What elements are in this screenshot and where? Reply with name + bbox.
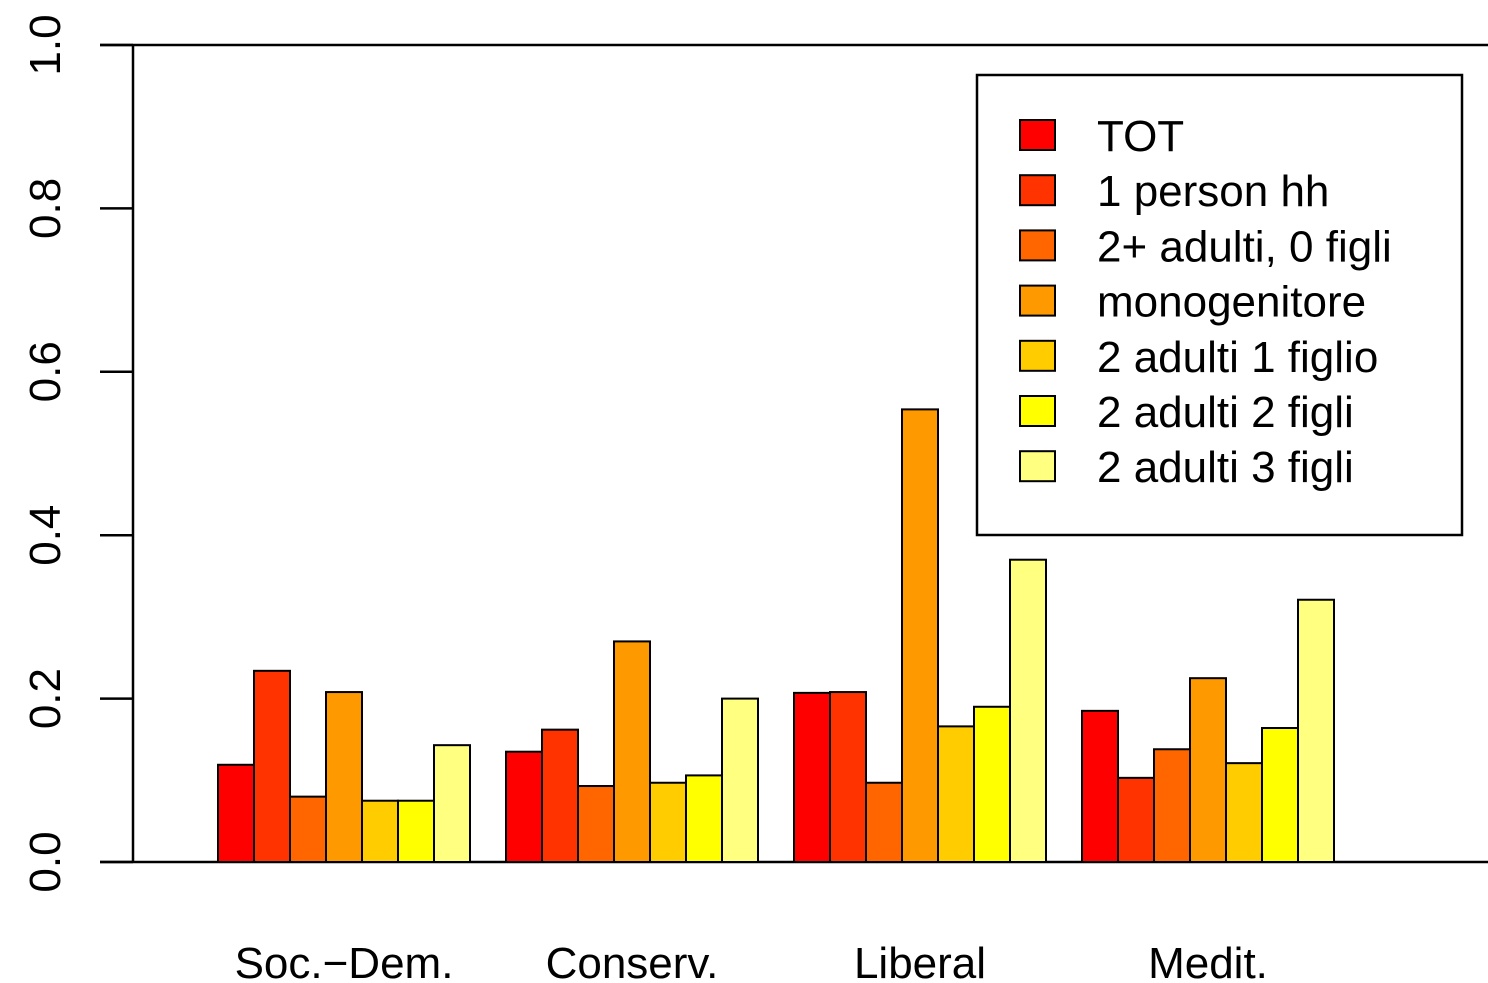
bar [973,705,1011,864]
x-tick-label: Liberal [854,939,986,983]
legend-swatch [1019,284,1056,317]
legend-label: 2+ adulti, 0 figli [1097,222,1392,271]
bar [289,795,327,864]
bar [937,725,975,863]
bar [1081,709,1119,863]
legend-label: 1 person hh [1097,167,1329,216]
legend-label: TOT [1097,112,1184,161]
x-tick-label: Soc.−Dem. [235,939,454,983]
legend-swatch [1019,450,1056,483]
bar [865,781,903,863]
bar [541,728,579,863]
y-tick-label: 1.0 [21,14,70,75]
bar [397,799,435,863]
bar [721,697,759,863]
bar [361,799,399,863]
bar [433,744,471,864]
bar [1261,727,1299,864]
bar [253,669,291,864]
legend-swatch [1019,339,1056,372]
bar [1153,748,1191,864]
bar [1009,558,1047,864]
bar [793,691,831,863]
legend-swatch [1019,119,1056,151]
bar [577,785,615,863]
legend-label: 2 adulti 1 figlio [1097,333,1378,382]
bar [1189,677,1227,863]
bar [1225,762,1263,864]
legend-label: 2 adulti 3 figli [1097,443,1354,492]
bar [685,774,723,864]
bar [613,640,651,863]
bar [1297,598,1335,863]
y-tick-label: 0.6 [21,341,70,402]
y-tick-label: 0.0 [21,831,70,892]
y-tick-label: 0.4 [21,505,70,566]
legend-swatch [1019,395,1056,427]
legend-swatch [1019,174,1056,207]
legend-box [975,73,1464,537]
bar [649,781,687,863]
legend-swatch [1019,229,1056,262]
bar [325,691,363,864]
legend-label: 2 adulti 2 figli [1097,388,1354,437]
bar [1117,776,1155,863]
y-tick-label: 0.8 [21,178,70,239]
x-tick-label: Medit. [1148,939,1268,983]
bar [901,408,939,863]
bar [217,763,255,863]
legend-label: monogenitore [1097,278,1366,327]
bar [505,750,543,864]
bar [829,691,867,864]
y-tick-label: 0.2 [21,668,70,729]
x-tick-label: Conserv. [546,939,719,983]
